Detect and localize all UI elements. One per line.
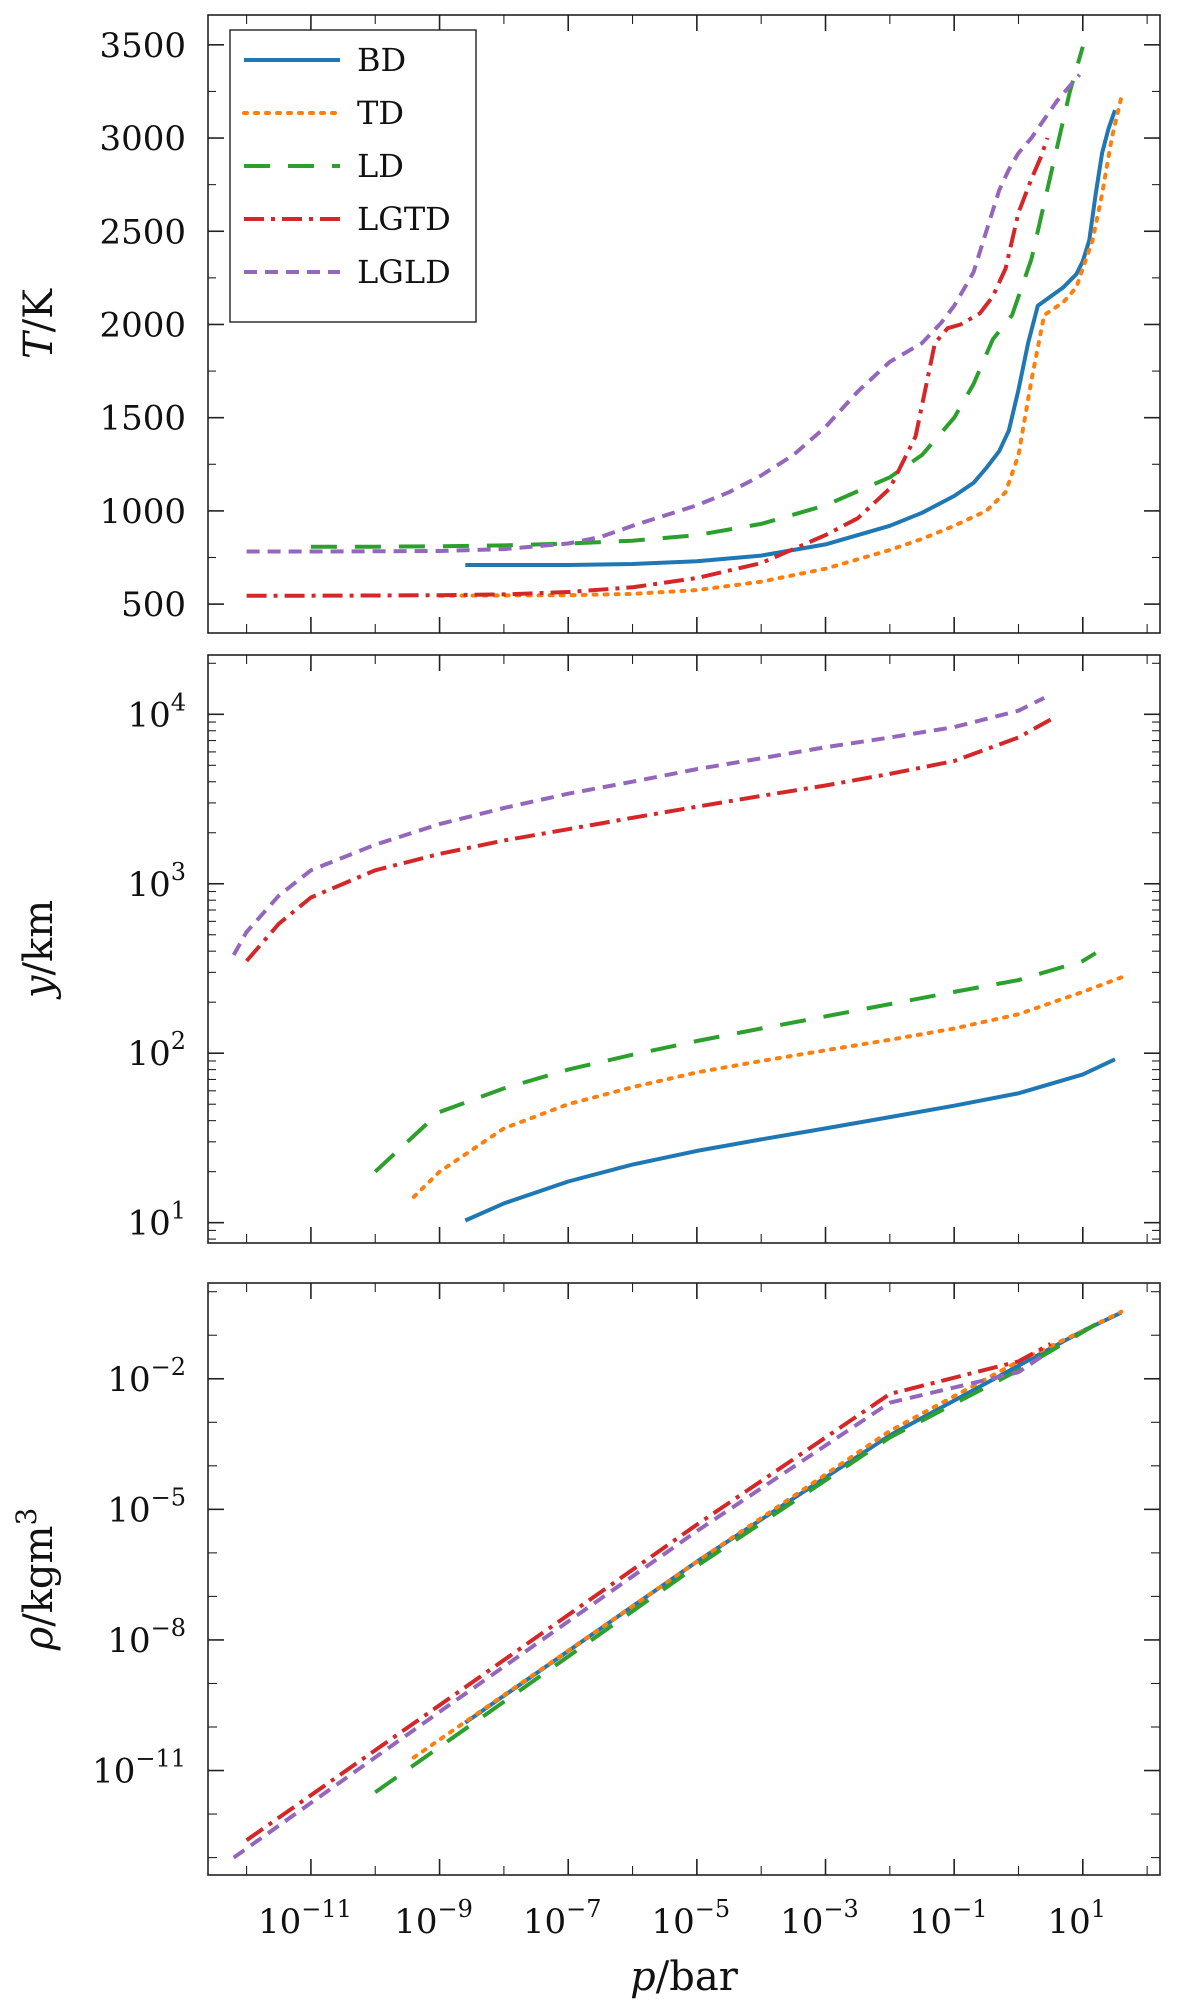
x-axis-label-unit: /bar <box>656 1954 739 2000</box>
tick-base: 10 <box>523 1902 566 1942</box>
y-axis-label: y/km <box>16 900 62 1000</box>
series-line-lgld <box>231 696 1046 956</box>
y-axis-label: T/K <box>16 288 62 359</box>
y-tick-label: 10−2 <box>107 1353 186 1400</box>
plot-frame <box>207 654 1161 1244</box>
x-tick-label: 10−3 <box>780 1895 859 1942</box>
tick-exponent: −8 <box>151 1614 186 1642</box>
y-axis-label-unit: /K <box>16 288 62 332</box>
tick-base: 10 <box>107 1360 150 1400</box>
y-axis-label-unit: /kgm <box>16 1526 62 1627</box>
y-tick-label: 500 <box>121 585 186 625</box>
y-axis-label-symbol: y <box>16 974 62 1000</box>
tick-base: 10 <box>107 1490 150 1530</box>
y-tick-label: 2500 <box>99 212 186 252</box>
series-line-lgtd <box>245 1342 1052 1842</box>
tick-base: 10 <box>652 1902 695 1942</box>
tick-base: 10 <box>92 1752 135 1792</box>
tick-exponent: −2 <box>151 1353 186 1381</box>
y-tick-label: 3500 <box>99 26 186 66</box>
tick-exponent: −9 <box>438 1895 473 1923</box>
series-group <box>232 1309 1124 1860</box>
tick-exponent: −11 <box>135 1745 186 1773</box>
y-tick-label: 104 <box>127 688 186 735</box>
plot-frame <box>207 1282 1161 1876</box>
tick-base: 10 <box>127 865 170 905</box>
y-tick-label: 10−5 <box>107 1483 186 1530</box>
x-tick-label: 10−5 <box>652 1895 731 1942</box>
series-line-td <box>411 975 1124 1199</box>
y-tick-label: 3000 <box>99 119 186 159</box>
y-tick-label: 10−8 <box>107 1614 186 1661</box>
x-tick-label: 10−9 <box>394 1895 473 1942</box>
x-tick-label: 10−7 <box>523 1895 602 1942</box>
y-tick-label: 103 <box>127 858 186 905</box>
tick-exponent: 3 <box>171 858 186 886</box>
tick-exponent: −3 <box>823 1895 858 1923</box>
tick-exponent: 2 <box>171 1027 186 1055</box>
y-tick-label: 10−11 <box>92 1745 186 1792</box>
legend: BD TD LD LGTD LGLD <box>229 29 477 323</box>
legend-label: BD <box>357 41 406 79</box>
series-group <box>246 46 1124 598</box>
tick-exponent: −5 <box>695 1895 730 1923</box>
tick-base: 10 <box>127 695 170 735</box>
series-line-td <box>437 95 1124 598</box>
y-tick-label: 101 <box>127 1197 186 1244</box>
series-line-bd <box>465 109 1117 567</box>
legend-label: LD <box>357 147 404 185</box>
y-tick-label: 1000 <box>99 492 186 532</box>
tick-base: 10 <box>127 1034 170 1074</box>
tick-base: 10 <box>780 1902 823 1942</box>
series-line-ld <box>374 1322 1097 1794</box>
tick-base: 10 <box>1048 1902 1091 1942</box>
y-tick-label: 1500 <box>99 399 186 439</box>
y-tick-label: 102 <box>127 1027 186 1074</box>
x-axis-label-symbol: p <box>630 1954 656 2000</box>
tick-base: 10 <box>127 1204 170 1244</box>
tick-base: 10 <box>107 1621 150 1661</box>
y-axis-label-symbol: T <box>16 329 62 359</box>
tick-exponent: −5 <box>151 1483 186 1511</box>
legend-label: TD <box>357 94 404 132</box>
tick-exponent: 4 <box>171 688 186 716</box>
tick-base: 10 <box>258 1902 301 1942</box>
series-group <box>231 696 1124 1223</box>
tick-exponent: 1 <box>171 1197 186 1225</box>
series-line-lgtd <box>246 137 1050 598</box>
tick-exponent: 1 <box>1091 1895 1106 1923</box>
legend-label: LGTD <box>357 200 451 238</box>
x-tick-label: 10−1 <box>909 1895 988 1942</box>
tick-base: 10 <box>909 1902 952 1942</box>
panel-temperature: 500 1000 1500 2000 2500 3000 3500 T/K BD TD LD LGTD… <box>16 14 1161 634</box>
y-axis-label-symbol: ρ <box>16 1626 62 1651</box>
x-tick-label: 10−11 <box>258 1895 352 1942</box>
x-tick-label: 101 <box>1048 1895 1107 1942</box>
tick-base: 10 <box>394 1902 437 1942</box>
y-axis-label: ρ/kgm3 <box>10 1508 62 1652</box>
y-tick-label: 2000 <box>99 305 186 345</box>
series-line-ld <box>373 951 1097 1174</box>
y-axis-label-unit: /km <box>16 900 62 976</box>
series-line-lgld <box>246 73 1082 554</box>
series-line-bd <box>464 1057 1116 1223</box>
tick-exponent: −11 <box>301 1895 352 1923</box>
series-line-lgtd <box>245 717 1052 963</box>
series-line-lgld <box>232 1353 1046 1860</box>
tick-exponent: −7 <box>566 1895 601 1923</box>
x-axis-label: p/bar <box>630 1954 739 2000</box>
legend-label: LGLD <box>357 253 451 291</box>
y-axis-label-superscript: 3 <box>10 1508 43 1526</box>
tick-exponent: −1 <box>952 1895 987 1923</box>
series-line-ld <box>310 46 1085 549</box>
